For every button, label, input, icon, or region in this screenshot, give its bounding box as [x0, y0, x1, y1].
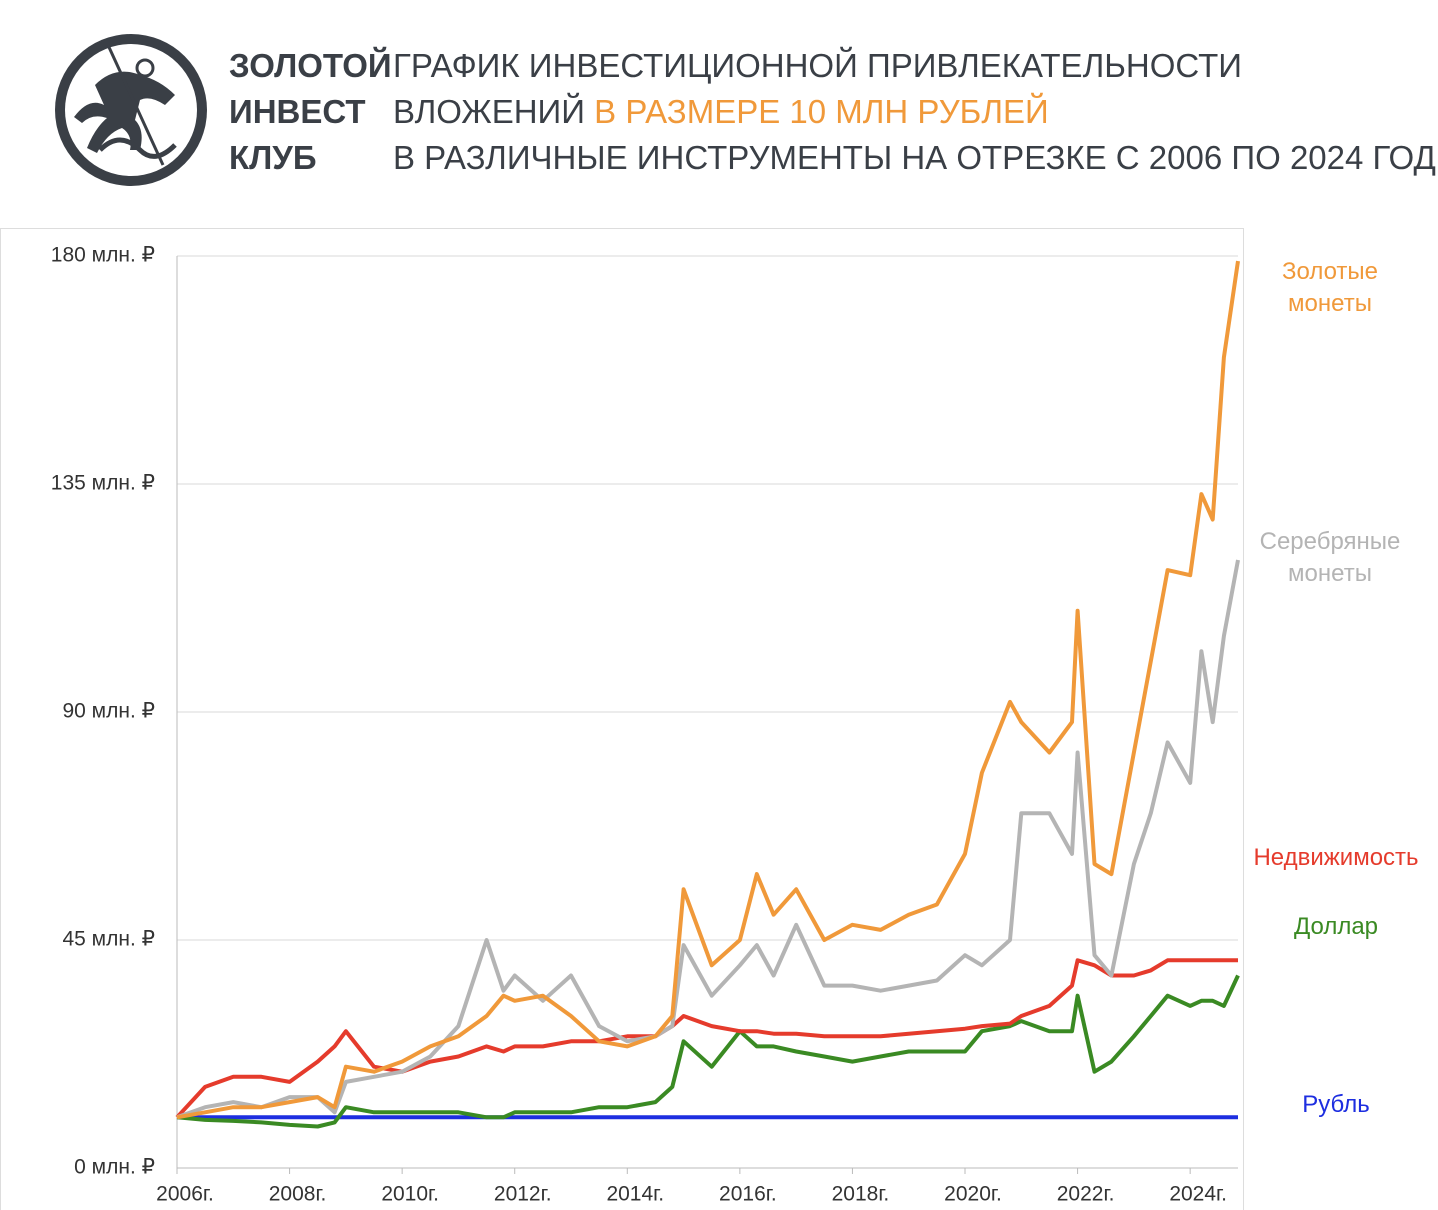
- logo: [55, 34, 207, 186]
- series-line: [176, 260, 1240, 1120]
- series-line: [176, 974, 1240, 1129]
- series-line: [175, 958, 1238, 1119]
- x-tick-label: 2012г.: [494, 1183, 552, 1206]
- y-tick-label: 45 млн. ₽: [62, 928, 155, 951]
- x-tick-label: 2018г.: [832, 1183, 890, 1206]
- x-tick-label: 2006г.: [156, 1183, 214, 1206]
- x-tick-label: 2008г.: [269, 1183, 327, 1206]
- legend-label: Золотые монеты: [1282, 258, 1378, 317]
- x-tick-label: 2020г.: [944, 1183, 1002, 1206]
- y-tick-label: 135 млн. ₽: [51, 472, 155, 495]
- title-accent: В РАЗМЕРЕ 10 МЛН РУБЛЕЙ: [594, 93, 1049, 130]
- legend-label: Рубль: [1302, 1091, 1370, 1118]
- legend-label: Серебряные монеты: [1259, 528, 1401, 587]
- brand-line: ЗОЛОТОЙ: [229, 47, 392, 84]
- title-line: ГРАФИК ИНВЕСТИЦИОННОЙ ПРИВЛЕКАТЕЛЬНОСТИ: [393, 47, 1242, 84]
- x-tick-label: 2014г.: [606, 1183, 664, 1206]
- brand-line: КЛУБ: [229, 139, 317, 176]
- x-tick-label: 2010г.: [381, 1183, 439, 1206]
- y-tick-label: 90 млн. ₽: [62, 700, 155, 723]
- series-line: [176, 559, 1240, 1120]
- legend-label: Доллар: [1293, 913, 1379, 940]
- title-line: ВЛОЖЕНИЙ В РАЗМЕРЕ 10 МЛН РУБЛЕЙ: [393, 89, 1049, 135]
- title-line: В РАЗЛИЧНЫЕ ИНСТРУМЕНТЫ НА ОТРЕЗКЕ С 200…: [393, 139, 1436, 176]
- y-tick-label: 180 млн. ₽: [51, 244, 155, 267]
- x-tick-label: 2016г.: [719, 1183, 777, 1206]
- x-tick-label: 2022г.: [1057, 1183, 1115, 1206]
- x-tick-label: 2024г.: [1169, 1183, 1227, 1206]
- chart-frame: [0, 228, 1244, 1210]
- legend-label: Недвижимость: [1253, 844, 1419, 871]
- title-part: ВЛОЖЕНИЙ: [393, 93, 585, 130]
- y-tick-label: 0 млн. ₽: [74, 1156, 155, 1179]
- brand-line: ИНВЕСТ: [229, 93, 366, 130]
